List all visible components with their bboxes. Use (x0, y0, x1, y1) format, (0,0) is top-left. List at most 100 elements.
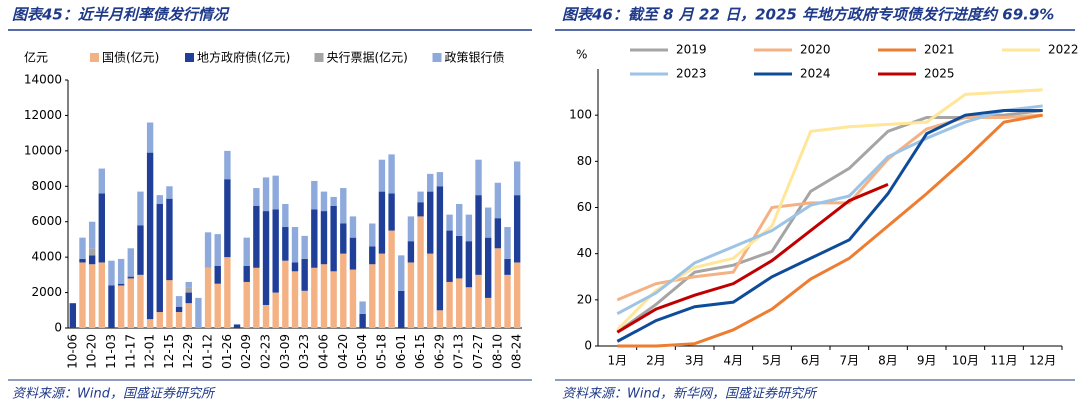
x-tick-label: 04-20 (336, 334, 350, 369)
bar-segment (436, 172, 444, 187)
bar-segment (378, 191, 386, 254)
bar-segment (407, 241, 415, 263)
bar-segment (407, 262, 415, 328)
bar-segment (185, 287, 192, 293)
bar-segment (166, 186, 173, 199)
bar-segment (127, 276, 134, 279)
y-unit: % (576, 48, 587, 62)
bar-segment (349, 237, 357, 270)
x-tick-label: 08-24 (510, 334, 524, 369)
bar-segment (262, 211, 270, 305)
bar-segment (465, 241, 473, 288)
bar-segment (291, 262, 299, 272)
y-tick-label: 2000 (31, 285, 62, 299)
bar-segment (204, 232, 212, 268)
bar-segment (417, 216, 424, 328)
line (617, 113, 1043, 348)
legend-swatch (314, 53, 324, 62)
bar-segment (224, 179, 231, 258)
x-tick-label: 9月 (917, 354, 937, 368)
x-tick-label: 4月 (724, 354, 744, 368)
bar-segment (427, 191, 434, 254)
bar-segment (349, 269, 357, 328)
x-tick-label: 10月 (952, 354, 979, 368)
bar-segment (243, 281, 250, 328)
bar-segment (272, 175, 279, 210)
bar-segment (224, 150, 231, 180)
bar-segment (291, 227, 299, 263)
y-tick-label: 20 (577, 292, 592, 306)
bar-segment (156, 312, 163, 328)
bar-segment (214, 234, 221, 266)
chart-title: 图表45：近半月利率债发行情况 (12, 6, 230, 24)
x-tick-label: 1月 (608, 354, 628, 368)
legend-label: 政策银行债 (445, 51, 505, 65)
legend-label: 央行票据(亿元) (327, 50, 408, 65)
y-tick-label: 8000 (31, 179, 62, 193)
bar-segment (301, 290, 308, 328)
bar-segment (330, 271, 337, 328)
legend-label: 2019 (676, 43, 707, 57)
bar-segment (282, 227, 289, 261)
bar-segment (262, 177, 270, 212)
y-tick-label: 10000 (24, 143, 62, 157)
bar-segment (311, 267, 318, 328)
x-tick-label: 12月 (1029, 354, 1056, 368)
y-tick-label: 6000 (31, 214, 62, 228)
bar-segment (378, 159, 386, 192)
bar-segment (398, 255, 405, 291)
bar-segment (224, 257, 231, 328)
bar-segment (301, 258, 308, 291)
bar-segment (146, 122, 154, 153)
bar-segment (185, 292, 192, 304)
x-tick-label: 02-23 (259, 334, 273, 369)
bar-segment (359, 313, 366, 328)
bar-segment (330, 205, 337, 272)
bar-segment (282, 204, 289, 228)
bar-segment (446, 214, 453, 231)
legend-label: 地方政府债(亿元) (197, 50, 290, 65)
bar-segment (262, 304, 270, 328)
legend-swatch (432, 53, 442, 62)
bar-segment (513, 161, 521, 196)
y-tick-label: 12000 (24, 108, 62, 122)
bar-segment (427, 253, 434, 328)
x-tick-label: 05-18 (374, 334, 388, 369)
x-tick-label: 05-04 (355, 334, 369, 369)
bar-segment (494, 218, 502, 249)
bar-segment (513, 195, 521, 263)
bar-segment (272, 209, 279, 293)
bar-segment (398, 290, 405, 328)
x-tick-label: 03-23 (297, 334, 311, 369)
bar-segment (320, 191, 328, 212)
bar-segment (98, 168, 105, 194)
bar-segment (146, 319, 154, 328)
line (616, 183, 889, 334)
x-tick-label: 07-13 (452, 334, 466, 369)
bar-segment (349, 216, 357, 238)
bar-segment (446, 230, 453, 282)
bar-segment (504, 258, 511, 275)
bar-segment (175, 306, 183, 313)
bar-segment (253, 205, 260, 268)
bar-segment (204, 267, 212, 328)
bar-segment (108, 260, 115, 286)
bar-segment (388, 230, 395, 328)
legend-label: 2025 (924, 67, 955, 81)
bar-segment (456, 278, 463, 328)
y-tick-label: 14000 (24, 73, 62, 87)
x-tick-label: 11月 (990, 354, 1017, 368)
bar-segment (214, 266, 221, 284)
bar-segment (320, 264, 328, 328)
bar-segment (311, 209, 318, 268)
bar-segment (79, 237, 86, 259)
bar-segment (485, 207, 492, 238)
bar-segment (446, 281, 453, 328)
x-tick-label: 06-01 (394, 334, 408, 369)
bar-segment (233, 324, 241, 328)
legend-label: 国债(亿元) (102, 50, 159, 65)
line (616, 113, 1043, 302)
y-tick-label: 4000 (31, 250, 62, 264)
bar-segment (127, 278, 134, 328)
bar-segment (69, 303, 77, 328)
